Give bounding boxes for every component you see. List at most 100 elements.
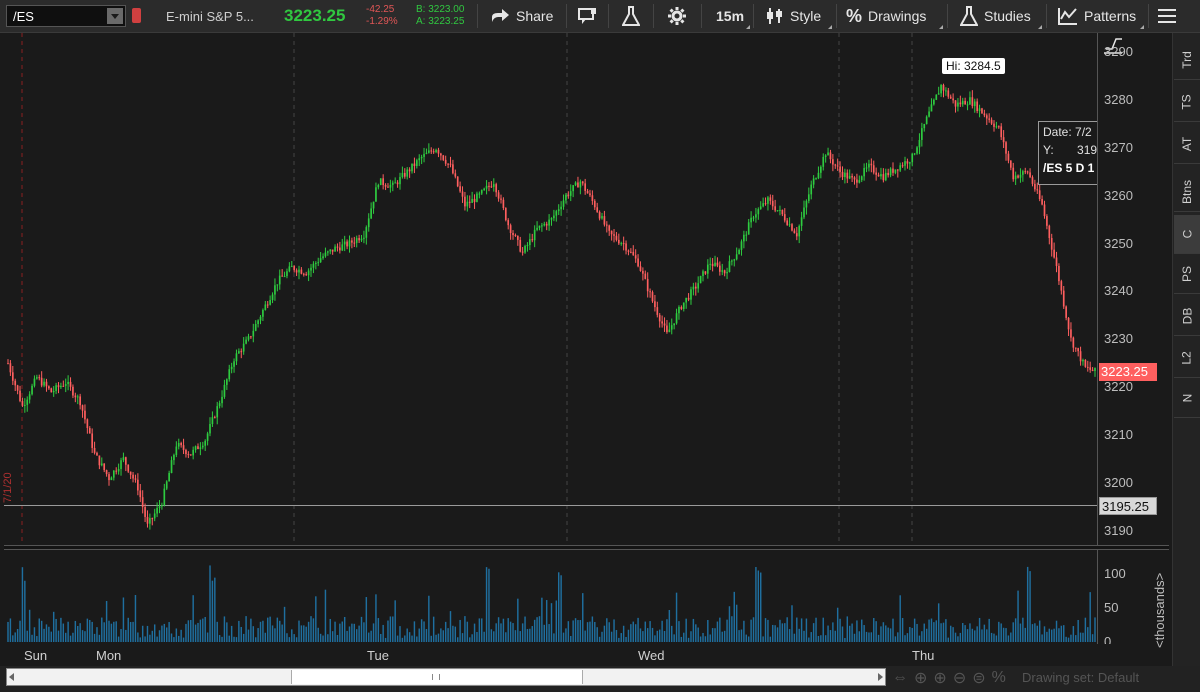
candle-body xyxy=(50,388,53,393)
style-button[interactable]: Style xyxy=(766,0,821,32)
candle-body xyxy=(146,516,149,524)
volume-pane[interactable] xyxy=(4,550,1097,644)
volume-bar xyxy=(671,625,673,642)
candle-body xyxy=(45,381,48,387)
volume-bar xyxy=(788,629,791,642)
patterns-button[interactable]: Patterns xyxy=(1058,0,1136,32)
volume-bar xyxy=(493,631,495,642)
candle-body xyxy=(52,390,55,393)
tab-db[interactable]: DB xyxy=(1174,297,1200,336)
candle-body xyxy=(1077,348,1080,352)
zoom-out-icon[interactable]: ⊖ xyxy=(952,670,967,687)
volume-bar xyxy=(507,618,509,642)
pane-divider[interactable] xyxy=(4,545,1169,550)
volume-bar xyxy=(772,624,774,642)
candle-body xyxy=(394,182,397,184)
tab-c[interactable]: C xyxy=(1174,215,1200,254)
price-chart[interactable] xyxy=(4,33,1097,545)
drawing-set-label[interactable]: Drawing set: Default xyxy=(1022,670,1140,685)
volume-bar xyxy=(796,617,798,642)
volume-bar xyxy=(945,619,947,642)
info-y-row: Y: 319 xyxy=(1043,142,1098,158)
candle-body xyxy=(783,214,786,221)
date-marker: 7/1/20 xyxy=(2,472,14,503)
volume-bar xyxy=(933,622,935,642)
timeframe-button[interactable]: 15m xyxy=(716,0,744,32)
scrollbar-thumb[interactable] xyxy=(291,670,583,684)
tab-trd[interactable]: Trd xyxy=(1174,41,1200,80)
volume-bar xyxy=(786,617,788,642)
candle-body xyxy=(603,216,606,225)
zoom-reset-icon[interactable]: ⊜ xyxy=(972,670,986,687)
volume-bar xyxy=(48,626,50,642)
time-axis[interactable]: Sun Mon Tue Wed Thu xyxy=(4,644,1097,664)
crosshair-icon[interactable]: ⊕ xyxy=(914,670,928,687)
settings-button[interactable] xyxy=(668,0,692,32)
volume-bar xyxy=(632,621,634,642)
share-button[interactable]: Share xyxy=(490,0,553,32)
price-tick-label: 3210 xyxy=(1104,426,1133,442)
candle-body xyxy=(122,457,125,461)
chevron-down-icon[interactable] xyxy=(107,8,123,24)
candle-body xyxy=(964,100,966,105)
price-chart-area[interactable]: Hi: 3284.5 7/1/20 xyxy=(2,33,1097,545)
scroll-right-arrow[interactable] xyxy=(878,673,883,681)
volume-bar xyxy=(793,633,796,642)
candle-body xyxy=(658,314,661,322)
flag-settings-icon xyxy=(578,8,596,24)
tab-at[interactable]: AT xyxy=(1174,125,1200,164)
horizontal-scrollbar[interactable] xyxy=(6,668,886,686)
volume-bar xyxy=(606,618,608,642)
candle-body xyxy=(961,100,964,105)
candle-body xyxy=(632,251,635,256)
volume-bar xyxy=(1058,628,1060,642)
menu-button[interactable] xyxy=(1158,0,1182,32)
symbol-selector[interactable]: /ES xyxy=(6,5,126,27)
chart-settings-button[interactable] xyxy=(578,0,604,32)
pan-icon[interactable]: ⇔ xyxy=(892,669,908,686)
drawings-button[interactable]: % Drawings xyxy=(846,0,926,32)
scroll-left-arrow[interactable] xyxy=(9,673,14,681)
axis-mode-icon[interactable] xyxy=(1102,35,1126,55)
volume-bar xyxy=(447,628,449,642)
percent-icon[interactable]: % xyxy=(991,669,1006,686)
tab-ts[interactable]: TS xyxy=(1174,83,1200,122)
volume-bar xyxy=(514,630,517,642)
volume-bar xyxy=(226,622,228,642)
candle-body xyxy=(31,385,33,395)
candle-body xyxy=(687,297,690,300)
volume-bar xyxy=(485,567,488,642)
tab-l2[interactable]: L2 xyxy=(1174,339,1200,378)
price-axis[interactable]: 3290 3280 3270 3260 3250 3240 3230 3220 3210 3200… xyxy=(1097,33,1170,545)
volume-bar xyxy=(1024,627,1026,642)
change-block: -42.25 -1.29% xyxy=(366,4,398,28)
candle-body xyxy=(1041,199,1043,205)
studies-button[interactable]: Studies xyxy=(960,0,1031,32)
volume-bar xyxy=(822,617,824,642)
tab-btns[interactable]: Btns xyxy=(1174,173,1200,212)
candle-body xyxy=(601,216,603,219)
flask-button[interactable] xyxy=(622,0,646,32)
tab-ps[interactable]: PS xyxy=(1174,255,1200,294)
candle-body xyxy=(233,361,235,367)
alert-flag-icon[interactable] xyxy=(132,8,141,23)
candle-body xyxy=(1067,317,1070,330)
candle-body xyxy=(581,181,584,184)
volume-bar xyxy=(1063,625,1065,642)
volume-bar xyxy=(695,624,697,642)
volume-bar xyxy=(132,621,134,642)
volume-bar xyxy=(598,636,601,642)
volume-bar xyxy=(206,632,209,642)
tab-n[interactable]: N xyxy=(1174,379,1200,418)
volume-bar xyxy=(812,623,815,642)
volume-bar xyxy=(993,633,995,642)
candle-body xyxy=(396,182,399,185)
volume-bar xyxy=(117,636,120,642)
zoom-in-icon[interactable]: ⊕ xyxy=(933,670,947,687)
candle-body xyxy=(343,241,346,245)
volume-bar xyxy=(615,630,618,642)
candle-body xyxy=(945,90,947,92)
candle-body xyxy=(627,250,630,252)
candle-body xyxy=(88,428,91,434)
horizontal-line-price-flag[interactable]: 3195.25 xyxy=(1099,496,1157,515)
